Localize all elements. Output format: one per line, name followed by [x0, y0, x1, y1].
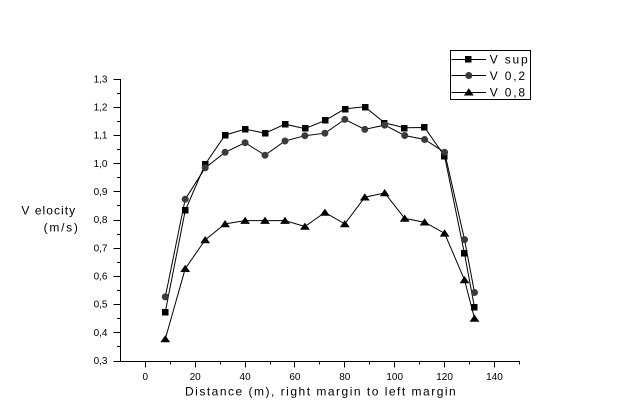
svg-text:120: 120 [436, 372, 453, 383]
svg-text:1,1: 1,1 [94, 131, 108, 142]
svg-text:0,5: 0,5 [94, 300, 108, 311]
svg-text:0,8: 0,8 [94, 215, 108, 226]
svg-text:0,9: 0,9 [94, 187, 108, 198]
svg-text:V sup: V sup [490, 52, 530, 66]
svg-text:V 0,8: V 0,8 [490, 86, 527, 100]
svg-text:40: 40 [240, 372, 252, 383]
svg-text:Distance (m), right margin to: Distance (m), right margin to left margi… [185, 385, 457, 399]
svg-text:0: 0 [143, 372, 149, 383]
svg-text:1,0: 1,0 [94, 159, 108, 170]
svg-text:0,3: 0,3 [94, 356, 108, 367]
svg-text:(m/s): (m/s) [44, 220, 80, 234]
svg-text:60: 60 [289, 372, 301, 383]
svg-text:V 0,2: V 0,2 [490, 69, 527, 83]
svg-text:0,4: 0,4 [94, 328, 108, 339]
svg-text:1,2: 1,2 [94, 103, 108, 114]
svg-text:1,3: 1,3 [94, 74, 108, 85]
svg-text:20: 20 [190, 372, 202, 383]
svg-text:0,6: 0,6 [94, 271, 108, 282]
svg-text:80: 80 [339, 372, 351, 383]
svg-text:0,7: 0,7 [94, 243, 108, 254]
svg-text:100: 100 [386, 372, 403, 383]
svg-text:140: 140 [486, 372, 503, 383]
svg-text:V elocity: V elocity [21, 204, 76, 218]
